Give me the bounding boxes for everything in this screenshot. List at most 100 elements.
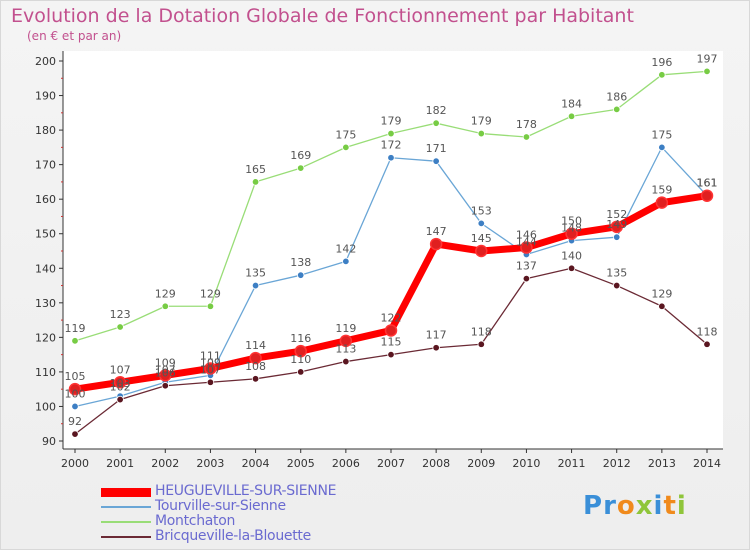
x-tick-label: 2008 [422, 457, 450, 470]
data-point [116, 323, 124, 331]
y-tick-label: 90 [42, 435, 56, 448]
data-point [700, 189, 714, 202]
legend-swatch [101, 487, 151, 497]
data-point [477, 219, 485, 228]
x-tick-label: 2000 [61, 457, 89, 470]
data-label: 153 [471, 204, 492, 217]
legend-label: HEUGUEVILLE-SUR-SIENNE [155, 483, 337, 499]
data-point [161, 382, 169, 390]
x-tick-label: 2003 [196, 457, 224, 470]
data-label: 150 [561, 215, 582, 228]
data-label: 169 [290, 149, 311, 162]
x-tick-label: 2006 [332, 457, 360, 470]
data-label: 113 [335, 343, 356, 356]
data-point [567, 112, 576, 120]
x-tick-label: 2009 [467, 457, 495, 470]
data-label: 179 [471, 115, 492, 128]
x-tick-label: 2012 [603, 457, 631, 470]
x-tick-label: 2007 [377, 457, 405, 470]
data-label: 107 [200, 363, 221, 376]
data-point [658, 71, 666, 79]
data-point [613, 281, 621, 290]
data-label: 144 [516, 235, 537, 248]
data-label: 116 [290, 332, 311, 345]
logo-letter: r [603, 491, 617, 521]
data-point [161, 302, 169, 310]
data-label: 138 [290, 256, 311, 269]
data-point [206, 302, 215, 310]
data-point [251, 375, 260, 383]
data-point [477, 340, 485, 348]
data-label: 129 [155, 287, 176, 300]
data-label: 105 [65, 370, 86, 383]
data-label: 165 [245, 163, 266, 176]
x-tick-label: 2011 [558, 457, 586, 470]
data-point [703, 340, 711, 348]
data-label: 171 [426, 142, 447, 155]
data-point [432, 344, 440, 352]
legend-swatch [101, 506, 151, 508]
x-tick-label: 2004 [242, 457, 270, 470]
data-point [251, 281, 260, 290]
data-point [159, 369, 172, 382]
data-point [387, 350, 395, 359]
legend-label: Montchaton [155, 513, 236, 529]
data-point [522, 274, 531, 283]
data-label: 196 [651, 56, 672, 69]
chart-title: Evolution de la Dotation Globale de Fonc… [11, 5, 634, 27]
data-point [610, 220, 623, 234]
logo-letter: t [663, 491, 677, 521]
y-tick-label: 190 [35, 90, 56, 103]
data-label: 106 [155, 367, 176, 380]
logo-letter: P [583, 491, 604, 521]
data-point [567, 264, 576, 272]
data-label: 129 [200, 287, 221, 300]
data-point [206, 378, 215, 386]
data-label: 135 [245, 267, 266, 280]
data-point [342, 257, 350, 266]
data-label: 149 [606, 218, 627, 231]
data-label: 135 [606, 267, 627, 280]
data-label: 184 [561, 97, 582, 110]
y-tick-label: 140 [35, 262, 56, 275]
data-label: 114 [245, 339, 266, 352]
data-label: 146 [516, 229, 537, 242]
y-tick-label: 200 [35, 55, 56, 68]
data-point [71, 337, 79, 345]
data-point [339, 334, 353, 348]
data-label: 159 [651, 184, 672, 197]
legend-label: Tourville-sur-Sienne [155, 498, 286, 514]
data-label: 115 [381, 336, 402, 349]
data-label: 197 [697, 52, 718, 65]
x-tick-label: 2005 [287, 457, 315, 470]
data-label: 117 [426, 329, 447, 342]
data-label: 178 [516, 118, 537, 131]
legend-swatch [101, 521, 151, 523]
y-tick-label: 110 [35, 366, 56, 379]
x-tick-label: 2013 [648, 457, 676, 470]
proxiti-logo: Proxiti [583, 491, 687, 521]
x-tick-label: 2002 [151, 457, 179, 470]
data-point [387, 154, 395, 162]
data-label: 102 [110, 381, 131, 394]
data-point [71, 430, 79, 438]
data-point [297, 271, 305, 279]
logo-letter: i [676, 491, 687, 521]
data-label: 122 [381, 311, 402, 324]
data-point [297, 164, 305, 172]
data-point [522, 133, 531, 141]
data-point [703, 67, 711, 76]
data-label: 119 [65, 322, 86, 335]
data-label: 108 [245, 360, 266, 373]
data-label: 100 [65, 387, 86, 400]
data-point [71, 402, 79, 411]
data-point [520, 241, 533, 254]
data-point [387, 129, 395, 138]
y-tick-label: 120 [35, 331, 56, 344]
data-label: 142 [335, 242, 356, 255]
data-label: 148 [561, 222, 582, 235]
data-point [113, 376, 127, 389]
data-point [658, 302, 666, 310]
data-point [294, 344, 307, 358]
logo-letter: x [635, 491, 654, 521]
